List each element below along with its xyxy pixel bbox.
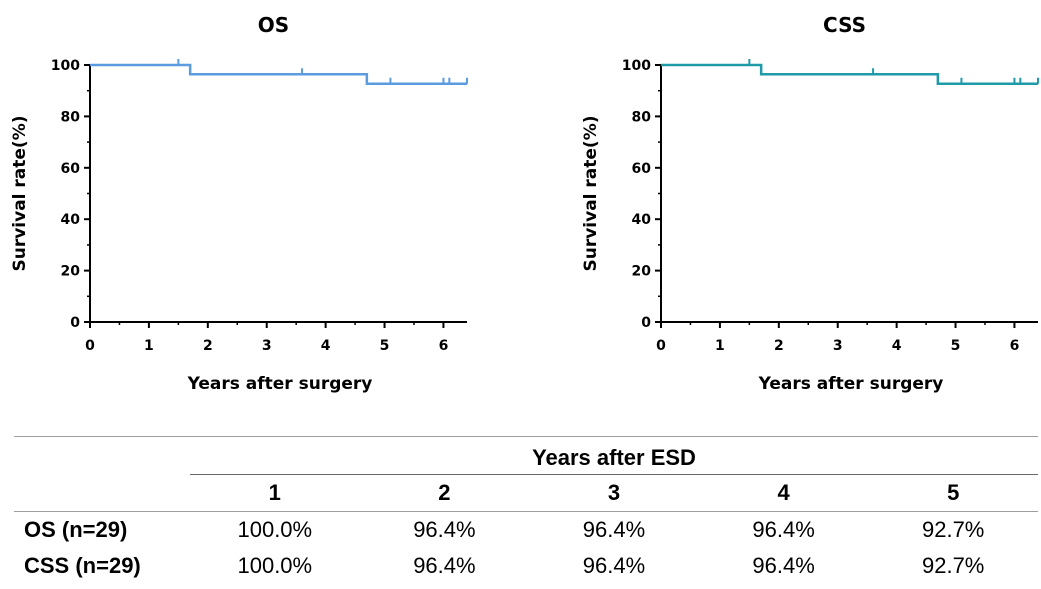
table-top-rule (14, 436, 1038, 437)
y-tick-label: 80 (632, 109, 652, 125)
y-axis-label: Survival rate(%) (581, 115, 601, 271)
table-cell: 96.4% (582, 517, 646, 542)
y-tick-label: 0 (70, 315, 80, 331)
css-survival-chart: CSS 0 20 40 60 80 100 0 1 2 3 4 5 6 Years after surger… (581, 13, 1039, 394)
table-column-header: 5 (947, 480, 960, 505)
table-cell: 96.4% (413, 517, 476, 542)
table-column-header: 3 (607, 480, 621, 505)
y-tick-label: 80 (61, 109, 81, 125)
x-tick-label: 4 (321, 338, 331, 354)
y-tick-label: 20 (61, 264, 81, 280)
table-row-label: OS (n=29) (24, 517, 128, 542)
x-tick-label: 5 (951, 338, 961, 354)
survival-rate-table: Years after ESD 1 2 3 4 5 OS (n=29) 100.… (14, 436, 1038, 584)
table-row-css: CSS (n=29) 100.0% 96.4% 96.4% 96.4% 92.7… (14, 548, 1038, 584)
x-tick-label: 4 (892, 338, 902, 354)
table-cell: 100.0% (237, 517, 313, 542)
x-axis-label: Years after surgery (187, 374, 373, 394)
table-cell: 96.4% (582, 553, 646, 578)
table-cell: 96.4% (413, 553, 476, 578)
y-tick-label: 0 (641, 315, 651, 331)
x-tick-label: 3 (262, 338, 272, 354)
table-cell: 92.7% (921, 517, 985, 542)
table-cell: 96.4% (752, 517, 815, 542)
table-cell: 96.4% (752, 553, 815, 578)
chart-title: OS (258, 13, 289, 37)
table-column-header: 2 (438, 480, 451, 505)
table-column-header: 1 (268, 480, 281, 505)
table-row-label: CSS (n=29) (24, 553, 141, 578)
table-group-header-label: Years after ESD (532, 445, 696, 470)
y-tick-label: 60 (61, 161, 81, 177)
x-tick-label: 3 (833, 338, 843, 354)
table-header-row: 1 2 3 4 5 (14, 475, 1038, 512)
x-tick-label: 5 (380, 338, 390, 354)
survival-rate-grid: 1 2 3 4 5 OS (n=29) 100.0% 96.4% 96.4% 9… (14, 475, 1038, 584)
y-tick-label: 40 (61, 212, 81, 228)
x-tick-label: 2 (203, 338, 213, 354)
table-cell: 100.0% (237, 553, 313, 578)
y-tick-label: 100 (51, 58, 80, 74)
table-column-header: 4 (777, 480, 790, 505)
table-cell: 92.7% (921, 553, 985, 578)
table-group-rule (190, 474, 1038, 475)
table-group-header: Years after ESD (14, 437, 1038, 475)
chart-title: CSS (823, 13, 866, 37)
survival-curve (90, 63, 467, 86)
table-corner-cell (14, 475, 190, 512)
x-tick-label: 1 (144, 338, 154, 354)
x-tick-label: 6 (1010, 338, 1020, 354)
x-tick-label: 2 (774, 338, 784, 354)
x-tick-label: 0 (656, 338, 666, 354)
os-survival-chart: OS 0 20 40 60 80 100 0 1 2 3 4 5 6 Years after surgery… (10, 13, 468, 394)
table-row-os: OS (n=29) 100.0% 96.4% 96.4% 96.4% 92.7% (14, 512, 1038, 549)
y-axis-label: Survival rate(%) (10, 115, 30, 271)
y-tick-label: 100 (622, 58, 651, 74)
x-tick-label: 6 (439, 338, 449, 354)
x-axis-label: Years after surgery (758, 374, 944, 394)
x-tick-label: 0 (85, 338, 95, 354)
survival-curve (661, 63, 1038, 86)
y-tick-label: 40 (632, 212, 652, 228)
y-tick-label: 20 (632, 264, 652, 280)
x-tick-label: 1 (715, 338, 725, 354)
y-tick-label: 60 (632, 161, 652, 177)
